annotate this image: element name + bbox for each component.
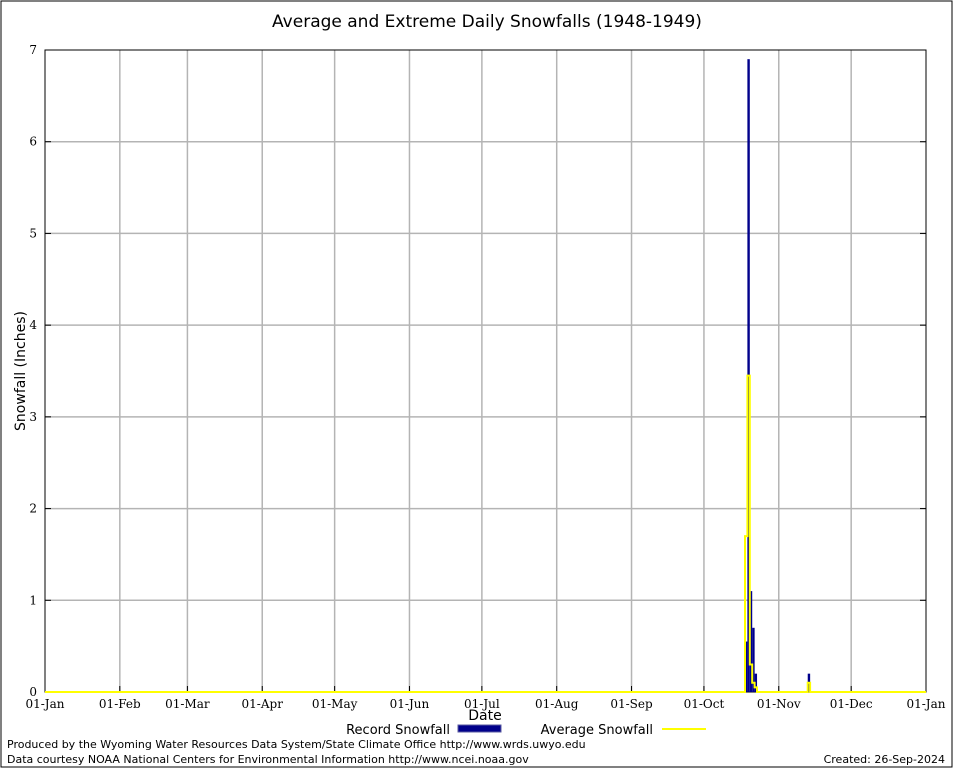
chart-title: Average and Extreme Daily Snowfalls (194… [272,12,702,32]
legend-label-record: Record Snowfall [346,723,450,738]
average-snowfall-polyline [45,374,926,693]
y-tick-label: 0 [29,685,37,699]
x-tick-label: 01-Nov [757,697,801,711]
y-tick-label: 7 [29,43,37,57]
footer-producer: Produced by the Wyoming Water Resources … [7,738,586,751]
y-tick-label: 5 [29,226,37,240]
grid-lines [45,50,926,692]
x-tick-label: 01-Mar [165,697,210,711]
footer-courtesy: Data courtesy NOAA National Centers for … [7,753,529,766]
record-snowfall-bar [754,673,758,692]
x-axis-label: Date [468,708,501,724]
record-snowfall-bar [744,641,748,692]
chart-legend: Record Snowfall Average Snowfall [346,723,706,738]
y-tick-label: 1 [29,593,37,607]
x-tick-label: 01-Jul [464,697,500,711]
y-tick-label: 4 [29,318,37,332]
x-tick-label: 01-Feb [99,697,141,711]
x-tick-label: 01-Oct [684,697,725,711]
x-tick-label: 01-Aug [535,697,579,711]
x-tick-label: 01-Jun [390,697,430,711]
record-snowfall-bar [752,627,755,692]
y-axis-label: Snowfall (Inches) [13,311,29,431]
x-tick-label: 01-May [312,697,358,711]
average-snowfall-line [45,374,926,693]
x-tick-label: 01-Jan [906,697,945,711]
legend-label-average: Average Snowfall [541,723,653,738]
footer-created: Created: 26-Sep-2024 [824,753,945,766]
y-tick-label: 3 [29,410,37,424]
x-tick-label: 01-Sep [610,697,653,711]
x-tick-label: 01-Apr [242,697,284,711]
x-tick-label: 01-Jan [25,697,64,711]
x-axis-ticks: 01-Jan 01-Feb 01-Mar 01-Apr 01-May 01-Jun 01-J… [25,686,946,711]
x-tick-label: 01-Dec [830,697,873,711]
legend-swatch-record [457,724,502,733]
y-axis-ticks: 0 1 2 3 4 5 6 7 [29,43,926,699]
record-snowfall-bar [749,591,753,692]
y-tick-label: 6 [29,135,37,149]
y-tick-label: 2 [29,502,37,516]
